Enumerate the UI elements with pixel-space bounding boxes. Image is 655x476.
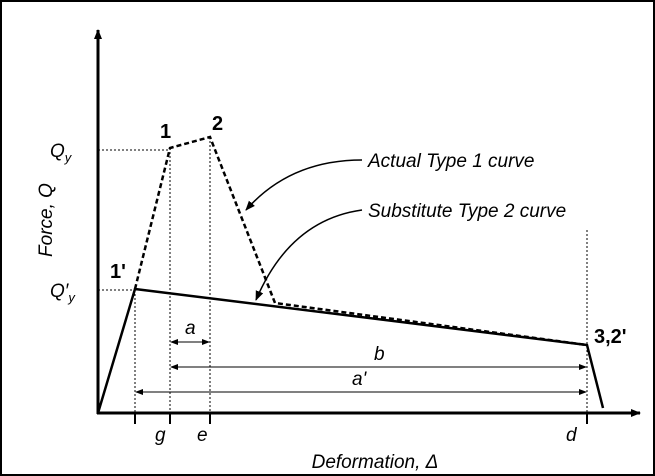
point-label: 1' [110,261,126,283]
marker-main: Q′ [50,281,70,302]
y-marker: Q′y [50,281,76,305]
x-marker: d [566,425,578,446]
point-label: 1 [160,121,171,143]
callout-label: Actual Type 1 curve [367,151,535,172]
callout-arrow [245,159,363,211]
y-axis-label: Force, Q [36,183,57,257]
y-marker: Qy [50,141,73,165]
point-label: 3,2' [594,326,627,348]
actual-curve [133,135,588,347]
ticks [134,413,588,424]
dimensions [135,339,587,395]
point-label: 2 [212,113,223,135]
dimension-label: a [185,318,196,339]
dimension-label: b [374,344,385,365]
x-axis-label: Deformation, Δ [312,452,439,473]
x-marker: e [197,425,208,446]
substitute-curve [96,287,605,414]
marker-sub: y [64,150,73,165]
dimension-label: a' [352,369,368,390]
marker-sub: y [67,290,76,305]
guides [98,137,588,413]
marker-main: Q [50,141,65,162]
callout-label: Substitute Type 2 curve [368,201,566,222]
x-marker: g [155,425,166,446]
callout-arrow [255,209,363,301]
